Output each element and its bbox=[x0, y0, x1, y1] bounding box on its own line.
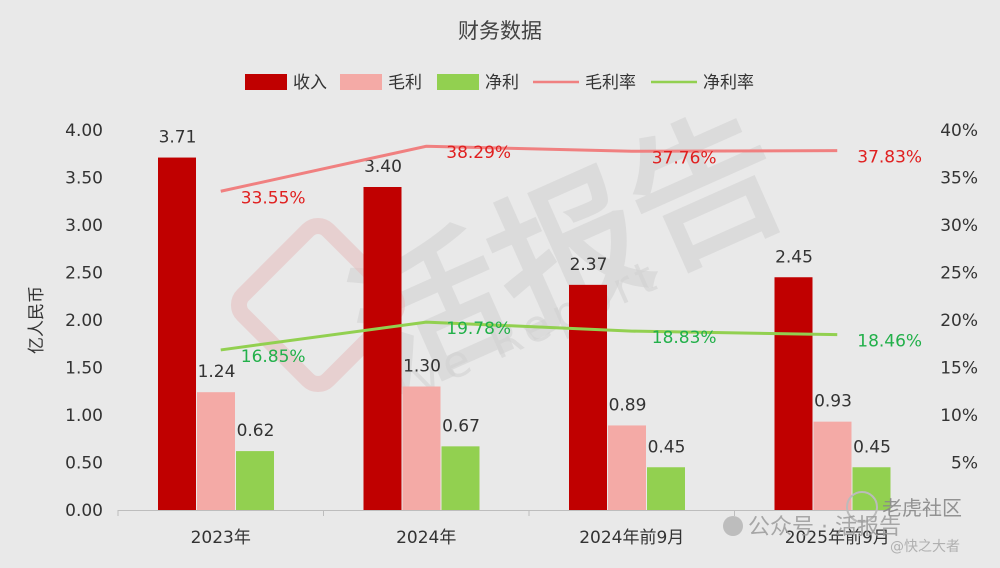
bar-data-label: 3.40 bbox=[364, 157, 402, 177]
bar-收入-3 bbox=[774, 277, 813, 510]
bar-收入-2 bbox=[569, 284, 607, 510]
legend-label-2: 净利 bbox=[485, 73, 519, 93]
bar-data-label: 0.93 bbox=[814, 392, 852, 412]
y-axis-label: 亿人民币 bbox=[27, 286, 47, 354]
y-tick-label: 4.00 bbox=[65, 121, 103, 141]
y-tick-label: 2.50 bbox=[65, 264, 103, 284]
bar-data-label: 2.37 bbox=[570, 255, 608, 275]
line-series-0 bbox=[220, 144, 838, 193]
legend-label-0: 收入 bbox=[293, 73, 327, 93]
bar-data-label: 0.45 bbox=[853, 437, 891, 457]
legend-label-4: 净利率 bbox=[703, 73, 754, 93]
y2-tick-label: 35% bbox=[940, 169, 978, 189]
x-tick-label: 2023年 bbox=[191, 528, 251, 548]
y-tick-label: 1.00 bbox=[65, 406, 103, 426]
x-tick-label: 2024年前9月 bbox=[579, 528, 684, 548]
watermark-logo-icon bbox=[230, 217, 406, 393]
legend-swatch-0 bbox=[245, 74, 287, 90]
bar-净利-2 bbox=[647, 467, 685, 510]
bar-毛利-3 bbox=[813, 421, 852, 510]
watermark-wechat: 公众号 · 活报告 bbox=[748, 515, 901, 540]
y2-tick-label: 10% bbox=[940, 406, 978, 426]
watermark-credit: @快之大者 bbox=[890, 539, 960, 555]
line-data-label: 18.46% bbox=[857, 332, 922, 352]
brand-logo-icon bbox=[846, 491, 878, 523]
bar-毛利-0 bbox=[197, 392, 235, 510]
bar-data-label: 0.89 bbox=[609, 395, 647, 415]
watermark-brand: 老虎社区 bbox=[882, 496, 962, 520]
bar-毛利-2 bbox=[608, 425, 646, 510]
y-tick-label: 2.00 bbox=[65, 311, 103, 331]
bar-净利-1 bbox=[441, 446, 480, 510]
x-tick-label: 2024年 bbox=[396, 528, 456, 548]
y-tick-label: 3.00 bbox=[65, 216, 103, 236]
line-data-label: 19.78% bbox=[446, 319, 511, 339]
y2-tick-label: 20% bbox=[940, 311, 978, 331]
bar-data-label: 1.30 bbox=[403, 357, 441, 377]
y2-tick-label: 40% bbox=[940, 121, 978, 141]
bar-data-label: 0.45 bbox=[648, 437, 686, 457]
y2-tick-label: 30% bbox=[940, 216, 978, 236]
y-tick-label: 3.50 bbox=[65, 169, 103, 189]
line-data-label: 37.76% bbox=[652, 148, 717, 168]
bar-data-label: 3.71 bbox=[159, 128, 197, 148]
bar-data-label: 1.24 bbox=[198, 362, 236, 382]
bar-data-label: 0.62 bbox=[237, 421, 275, 441]
y2-tick-label: 25% bbox=[940, 264, 978, 284]
line-data-label: 16.85% bbox=[241, 347, 306, 367]
bar-毛利-1 bbox=[402, 386, 441, 510]
y2-tick-label: 5% bbox=[951, 454, 978, 474]
line-series-1 bbox=[220, 320, 838, 352]
line-data-label: 37.83% bbox=[857, 148, 922, 168]
chart-title: 财务数据 bbox=[458, 19, 542, 43]
y2-tick-label: 15% bbox=[940, 359, 978, 379]
bar-data-label: 0.67 bbox=[442, 416, 480, 436]
bar-收入-0 bbox=[158, 157, 196, 511]
legend-label-3: 毛利率 bbox=[585, 73, 636, 93]
line-data-label: 38.29% bbox=[446, 143, 511, 163]
x-tick-label: 2025年前9月 bbox=[785, 528, 890, 548]
bar-data-label: 2.45 bbox=[775, 247, 813, 267]
line-data-label: 33.55% bbox=[241, 188, 306, 208]
wechat-icon bbox=[723, 516, 743, 536]
legend-label-1: 毛利 bbox=[388, 73, 422, 93]
legend-swatch-1 bbox=[340, 74, 382, 90]
y-tick-label: 0.00 bbox=[65, 501, 103, 521]
bar-净利-0 bbox=[236, 451, 274, 510]
bar-净利-3 bbox=[852, 467, 891, 510]
y-tick-label: 0.50 bbox=[65, 454, 103, 474]
bar-收入-1 bbox=[363, 187, 402, 510]
legend-swatch-2 bbox=[437, 74, 479, 90]
line-data-label: 18.83% bbox=[652, 328, 717, 348]
y-tick-label: 1.50 bbox=[65, 359, 103, 379]
